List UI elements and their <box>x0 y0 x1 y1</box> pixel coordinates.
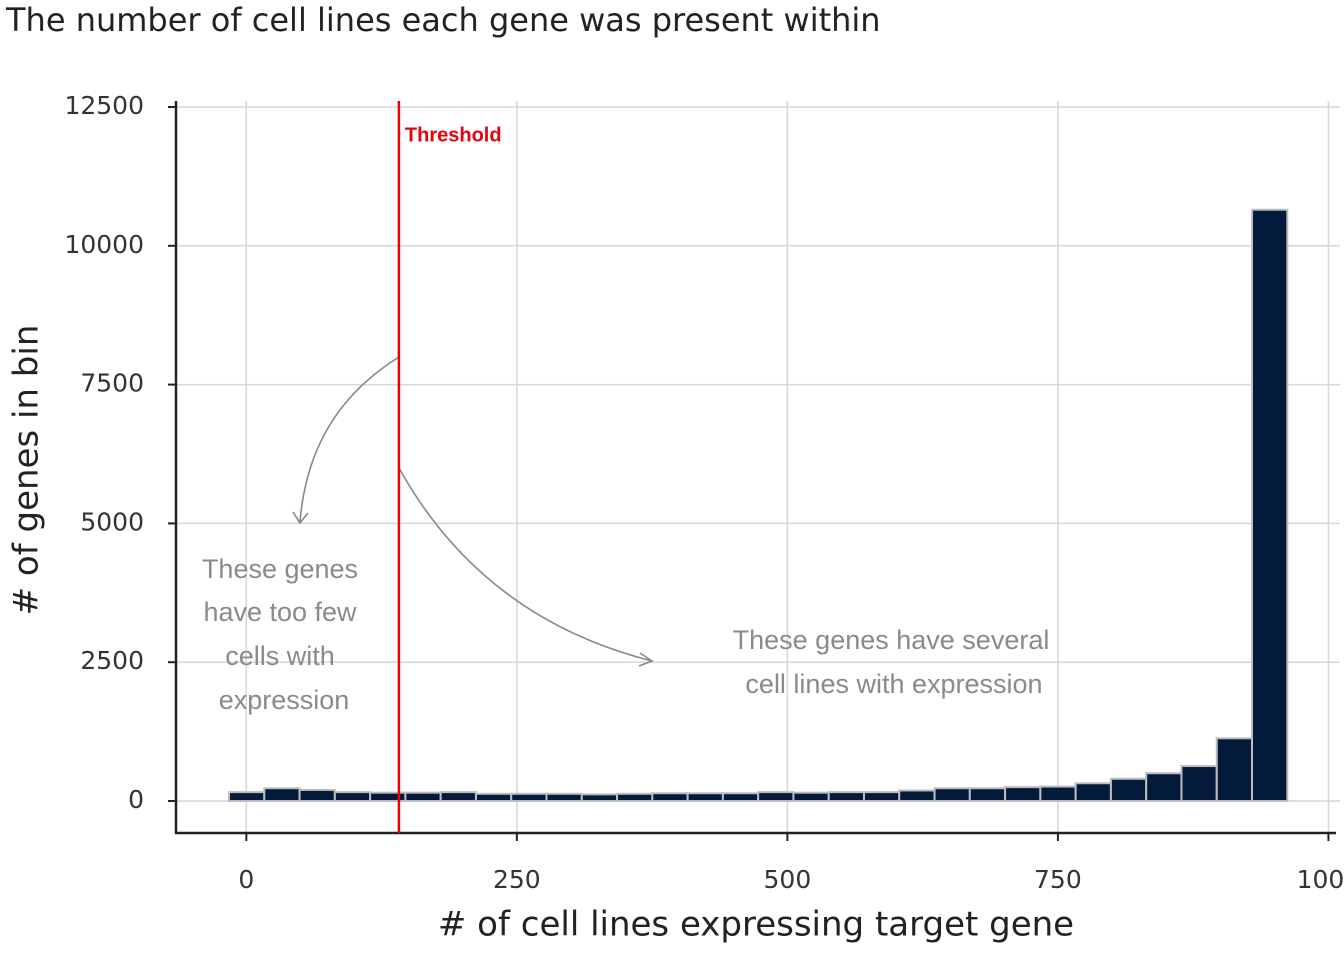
x-tick-label: 0 <box>238 865 254 894</box>
y-tick-label: 10000 <box>64 230 144 259</box>
arrow <box>398 467 653 662</box>
bar <box>333 791 372 803</box>
annotation-line: expression <box>219 685 350 715</box>
grid <box>176 101 1340 833</box>
x-tick-label: 1000 <box>1297 865 1344 894</box>
bar <box>862 791 901 803</box>
bar <box>298 788 336 803</box>
arrow-head <box>638 652 654 667</box>
bar <box>792 791 830 803</box>
bar <box>968 787 1007 803</box>
threshold-label: Threshold <box>405 124 502 146</box>
annotation-line: These genes <box>202 554 358 584</box>
bar <box>1145 772 1183 803</box>
annotation-line: have too few <box>203 597 357 627</box>
arrow-head <box>292 511 309 525</box>
annotation-line: These genes have several <box>733 625 1050 655</box>
annotation-line: cells with <box>225 641 335 671</box>
bar <box>757 791 795 803</box>
bar <box>686 792 724 803</box>
bars <box>228 208 1289 803</box>
annotation-line: cell lines with expression <box>745 669 1042 699</box>
bar <box>1180 765 1218 803</box>
arrow <box>299 356 400 523</box>
bar <box>404 791 442 803</box>
bar <box>721 792 760 803</box>
bar <box>1004 786 1042 803</box>
x-axis-label: # of cell lines expressing target gene <box>438 905 1074 945</box>
bar <box>263 787 301 803</box>
bar <box>933 787 971 803</box>
bar <box>580 793 619 803</box>
bar <box>510 792 548 803</box>
bar <box>898 789 936 803</box>
x-tick-label: 250 <box>493 865 541 894</box>
y-tick-label: 5000 <box>80 507 144 536</box>
y-tick-label: 7500 <box>80 369 144 398</box>
y-tick-label: 2500 <box>80 646 144 675</box>
x-tick-label: 500 <box>764 865 812 894</box>
x-tick-label: 750 <box>1034 865 1082 894</box>
bar <box>1251 208 1289 803</box>
bar <box>474 792 513 803</box>
y-tick-label: 0 <box>128 785 144 814</box>
bar <box>1215 737 1254 803</box>
bar <box>1074 782 1112 803</box>
bar <box>439 791 477 803</box>
y-tick-label: 12500 <box>64 91 144 120</box>
bar <box>545 792 583 803</box>
bar <box>616 792 654 803</box>
bar <box>1109 777 1148 803</box>
bar <box>228 791 266 803</box>
bar <box>827 791 865 803</box>
bar <box>1039 785 1077 803</box>
bar <box>651 792 689 803</box>
chart-title: The number of cell lines each gene was p… <box>5 1 881 39</box>
y-axis-label: # of genes in bin <box>7 325 47 616</box>
